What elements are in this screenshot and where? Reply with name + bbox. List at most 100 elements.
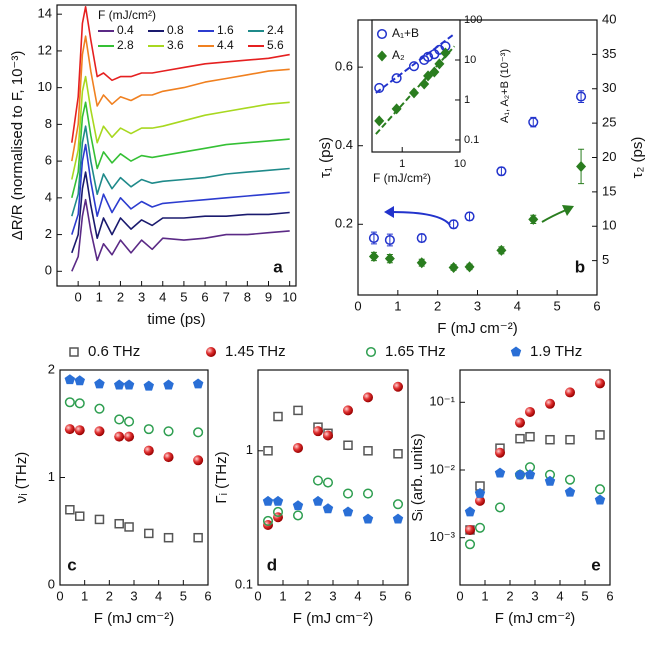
marker	[322, 503, 334, 514]
x-tick-label: 2	[434, 298, 441, 313]
x-tick-label: 4	[514, 298, 521, 313]
marker	[448, 262, 459, 273]
y2-tick-label: 25	[602, 115, 616, 130]
plot-frame	[59, 369, 209, 586]
marker	[494, 467, 506, 478]
marker	[273, 411, 283, 422]
marker	[419, 78, 430, 90]
marker	[384, 253, 395, 265]
legend-label: 1.45 THz	[225, 343, 286, 360]
marker	[74, 375, 85, 386]
x-tick-label: 3	[130, 588, 137, 603]
marker	[392, 499, 404, 510]
x-tick-label: 5	[180, 588, 187, 603]
marker	[368, 251, 379, 262]
marker	[391, 103, 402, 115]
marker	[409, 87, 420, 99]
y-tick-label: 1	[246, 442, 253, 457]
marker	[312, 495, 324, 506]
y-tick-label: 4	[45, 189, 52, 204]
marker	[545, 434, 555, 445]
marker	[114, 518, 124, 529]
marker	[393, 449, 403, 459]
marker	[429, 66, 440, 78]
x-tick-label: 1	[96, 289, 103, 304]
x-tick-label: 6	[204, 588, 211, 603]
y-tick-label: 0.4	[335, 137, 353, 152]
trace	[71, 75, 290, 180]
x-tick-label: 2	[117, 289, 124, 304]
legend-label: 4.4	[217, 38, 234, 52]
marker	[69, 347, 79, 357]
x-axis-label: F (mJ/cm²)	[373, 171, 431, 185]
marker	[576, 91, 587, 102]
x-tick-label: 1	[394, 298, 401, 313]
marker	[515, 433, 525, 444]
y-tick-label: 0.6	[335, 59, 353, 74]
marker	[143, 445, 154, 456]
marker	[496, 166, 507, 177]
marker	[74, 511, 85, 521]
y-tick-label: 100	[464, 14, 482, 26]
trace	[71, 6, 290, 143]
y-tick-label: 1	[464, 94, 470, 106]
panel-label: a	[273, 257, 283, 276]
x-tick-label: 3	[329, 588, 336, 603]
marker	[313, 426, 323, 437]
y-tick-label: 2	[45, 226, 52, 241]
plot-frame	[257, 369, 409, 586]
marker	[595, 430, 605, 440]
marker	[124, 431, 135, 442]
marker	[544, 475, 556, 486]
error-bar	[466, 212, 473, 221]
arrow-head	[384, 206, 394, 218]
trace	[71, 35, 290, 162]
marker	[163, 426, 174, 437]
marker	[440, 47, 451, 59]
marker	[263, 446, 273, 456]
y-axis-label: τ₁ (ps)	[317, 137, 334, 178]
y-axis-label: ΔR/R (normalised to F, 10⁻³)	[9, 51, 26, 241]
y-tick-label: 0.1	[464, 134, 479, 146]
x-tick-label: 2	[106, 588, 113, 603]
marker	[193, 427, 204, 438]
marker	[594, 484, 606, 495]
marker	[474, 522, 486, 533]
marker	[114, 379, 125, 390]
x-tick-label: 1	[279, 588, 286, 603]
x-tick-label: 1	[399, 158, 405, 170]
x-axis-label: F (mJ cm⁻²)	[293, 610, 373, 627]
marker	[193, 455, 204, 466]
error-bar	[450, 219, 457, 229]
x-tick-label: 0	[254, 588, 261, 603]
x-tick-label: 10	[282, 289, 296, 304]
legend-label: 1.6	[217, 23, 234, 37]
marker	[163, 379, 174, 390]
y2-tick-label: 5	[602, 252, 609, 267]
marker	[292, 500, 304, 511]
y2-axis-label: τ₂ (ps)	[629, 137, 646, 179]
x-axis-label: F (mJ cm⁻²)	[437, 320, 517, 337]
marker	[272, 506, 284, 518]
marker	[343, 440, 353, 450]
legend-label: 2.4	[267, 23, 284, 37]
marker	[124, 416, 135, 427]
marker	[525, 406, 535, 417]
marker	[494, 502, 506, 513]
marker	[392, 513, 404, 524]
marker	[376, 28, 388, 40]
x-tick-label: 3	[138, 289, 145, 304]
marker	[525, 431, 535, 442]
y-tick-label: 10⁻²	[429, 461, 455, 476]
x-tick-label: 0	[456, 588, 463, 603]
marker	[377, 50, 387, 62]
x-tick-label: 5	[554, 298, 561, 313]
x-tick-label: 5	[180, 289, 187, 304]
y-tick-label: 8	[45, 116, 52, 131]
y-axis-label: Γᵢ (THz)	[213, 451, 230, 503]
marker	[362, 513, 374, 524]
marker	[114, 414, 125, 425]
marker	[416, 257, 427, 269]
marker	[576, 160, 587, 172]
